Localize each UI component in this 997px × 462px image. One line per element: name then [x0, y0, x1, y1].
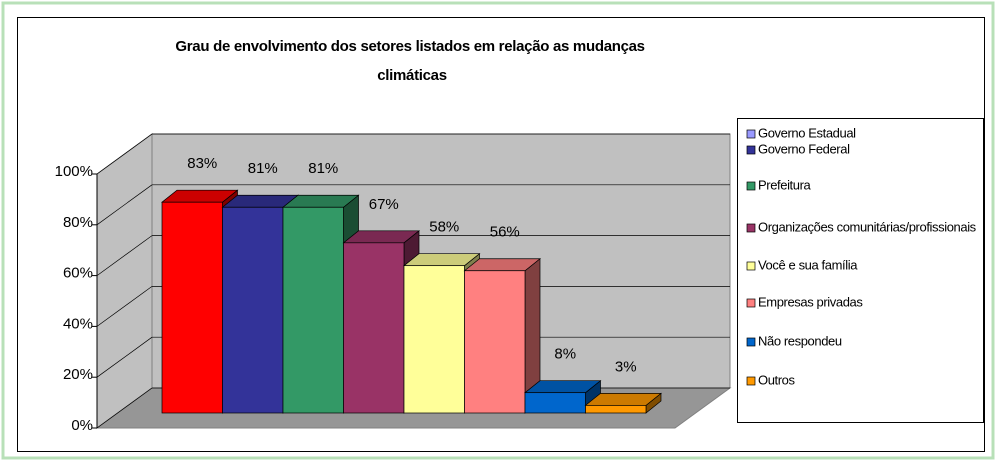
legend-label: Empresas privadas	[758, 294, 863, 309]
chart-title: Grau de envolvimento dos setores listado…	[175, 38, 648, 84]
bar	[403, 265, 465, 414]
grid-line	[96, 286, 153, 327]
data-label: 8%	[554, 346, 576, 363]
grid-line	[96, 336, 153, 378]
legend-swatch	[746, 145, 756, 155]
grid-line	[96, 184, 153, 226]
legend-box	[737, 118, 984, 423]
grid-line	[96, 235, 153, 276]
bar	[222, 206, 284, 414]
legend-label: Não respondeu	[758, 333, 842, 348]
bar	[464, 270, 526, 414]
y-tick-label: 20%	[63, 366, 93, 383]
legend-label: Organizações comunitárias/profissionais	[758, 219, 977, 234]
legend-swatch	[746, 298, 756, 308]
bar	[585, 405, 647, 414]
data-label: 56%	[490, 224, 520, 241]
data-label: 3%	[615, 358, 637, 375]
y-tick-label: 40%	[63, 315, 93, 332]
legend-swatch	[746, 223, 756, 233]
legend-label: Prefeitura	[758, 177, 812, 192]
legend-swatch	[746, 376, 756, 386]
y-tick-label: 100%	[55, 163, 93, 180]
bar	[282, 206, 344, 414]
legend-label: Você e sua família	[758, 257, 858, 272]
legend-swatch	[746, 337, 756, 347]
data-label: 67%	[369, 196, 399, 213]
legend-swatch	[746, 181, 756, 191]
y-tick-label: 60%	[63, 265, 93, 282]
side-wall	[96, 133, 153, 429]
legend-swatch	[746, 129, 756, 139]
legend-label: Governo Federal	[758, 141, 850, 156]
data-label: 81%	[248, 160, 278, 177]
y-tick-label: 0%	[71, 417, 93, 434]
legend-swatch	[746, 261, 756, 271]
legend-label: Governo Estadual	[758, 125, 856, 140]
grid-line	[96, 387, 153, 429]
grid-line	[96, 133, 153, 175]
data-label: 58%	[429, 219, 459, 236]
bar	[524, 392, 586, 414]
bar	[161, 201, 223, 414]
data-label: 83%	[187, 155, 217, 172]
legend-label: Outros	[758, 372, 796, 387]
data-label: 81%	[308, 160, 338, 177]
bar	[343, 242, 405, 414]
y-tick-label: 80%	[63, 214, 93, 231]
